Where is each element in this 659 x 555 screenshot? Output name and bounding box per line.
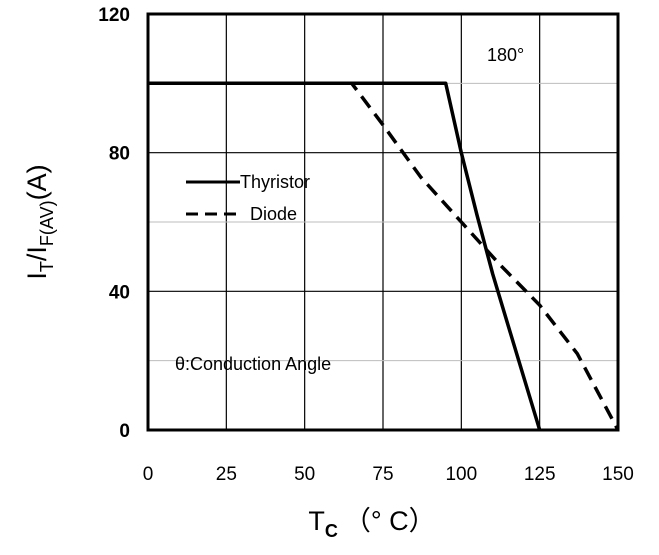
- y-tick-label: 0: [119, 421, 130, 442]
- y-tick-label: 120: [98, 5, 130, 26]
- legend: Thyristor Diode: [186, 172, 310, 224]
- x-axis-title-main: T: [308, 506, 325, 536]
- x-tick-label: 150: [602, 464, 634, 485]
- y-axis-title-main: I: [22, 272, 52, 280]
- y-axis-title-unit: (A): [22, 164, 52, 200]
- x-tick-label: 50: [294, 464, 315, 485]
- y-axis-title-sep: /I: [22, 246, 52, 261]
- y-tick-label: 40: [109, 282, 130, 303]
- y-axis-title-sub1: T: [37, 261, 57, 272]
- series-line-diode: [148, 81, 620, 431]
- x-tick-label: 0: [143, 464, 154, 485]
- x-tick-label: 25: [216, 464, 237, 485]
- annotation-angle: 180°: [487, 45, 524, 65]
- x-tick-label: 75: [372, 464, 393, 485]
- y-axis-title: IT/IF(AV)(A): [22, 164, 57, 279]
- plot-frame: [146, 12, 620, 432]
- series-layer: [148, 81, 620, 431]
- y-tick-label: 80: [109, 144, 130, 165]
- series-line-thyristor: [148, 81, 542, 431]
- x-axis-title-sub: C: [325, 521, 338, 541]
- y-axis-title-sub2: F(AV): [37, 200, 57, 246]
- legend-label-diode: Diode: [250, 204, 297, 224]
- x-tick-label: 125: [524, 464, 556, 485]
- x-axis-title: TC （° C）: [308, 506, 435, 541]
- legend-label-thyristor: Thyristor: [240, 172, 310, 192]
- annotation-conduction-angle: θ:Conduction Angle: [175, 354, 331, 374]
- x-axis-title-unit: （° C）: [344, 506, 436, 536]
- tick-labels: 0 25 50 75 100 125 150 0 40 80 120: [98, 5, 634, 485]
- x-tick-label: 100: [445, 464, 477, 485]
